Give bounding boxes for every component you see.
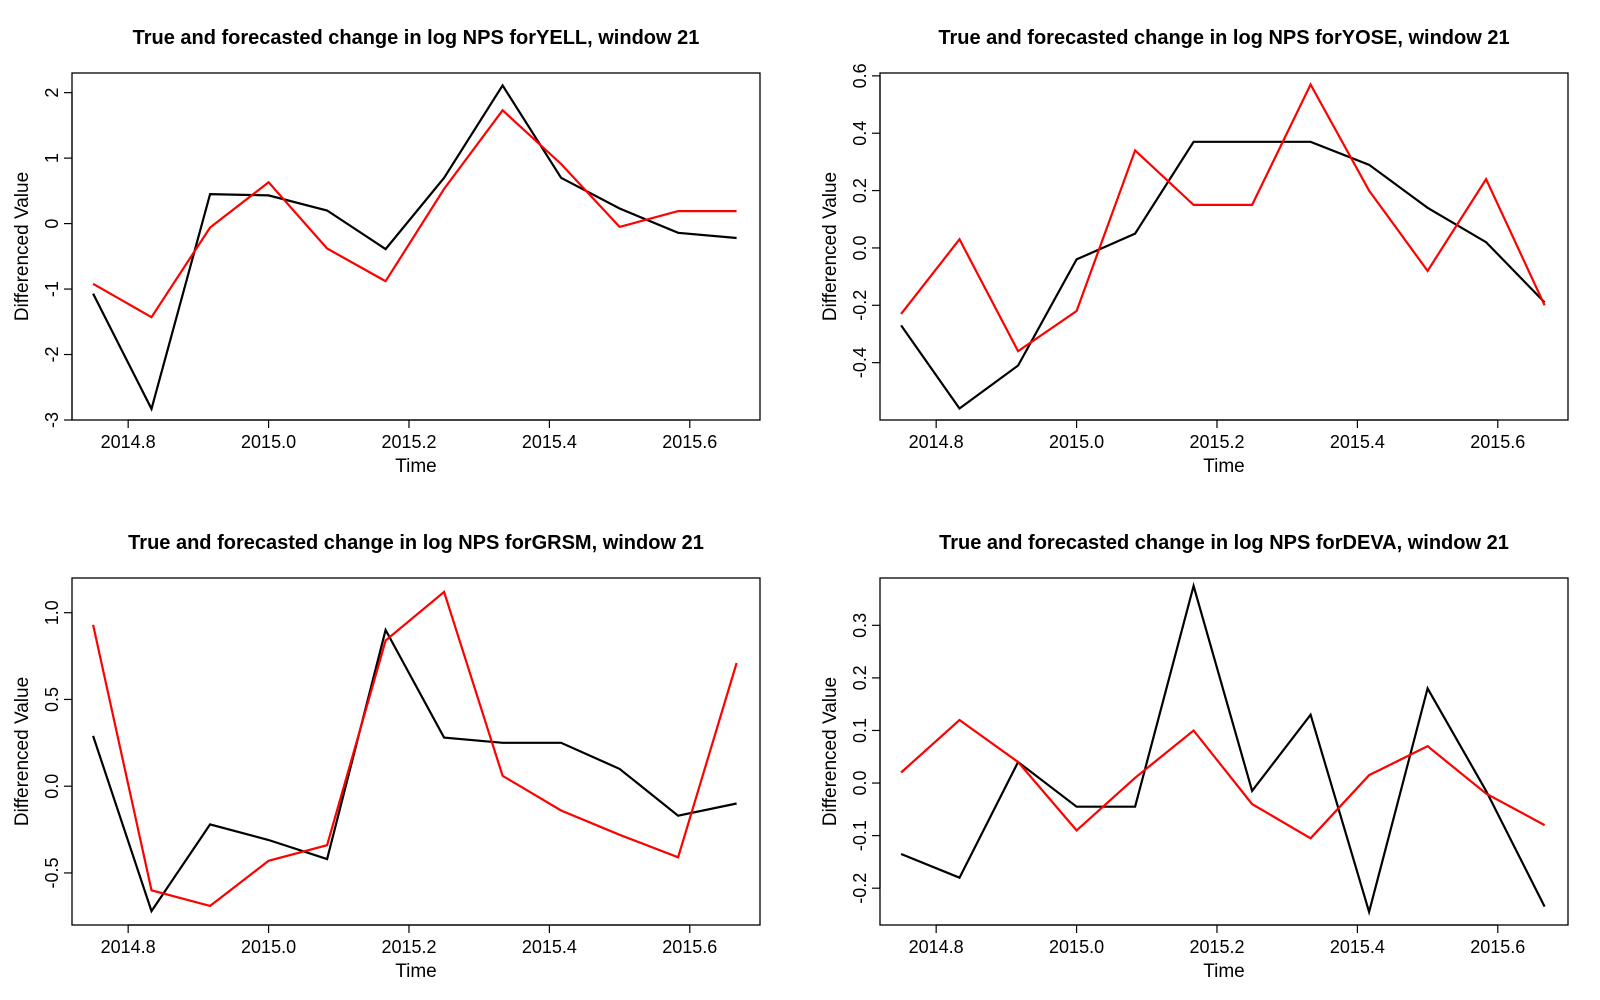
y-tick-label: 0.3 xyxy=(850,613,870,638)
chart-title: True and forecasted change in log NPS fo… xyxy=(939,532,1509,554)
x-tick-label: 2015.0 xyxy=(241,937,296,957)
x-tick-label: 2015.4 xyxy=(1330,432,1385,452)
y-tick-label: 0.4 xyxy=(850,121,870,146)
panel-yell: True and forecasted change in log NPS fo… xyxy=(12,27,761,477)
y-tick-label: -0.1 xyxy=(850,820,870,851)
x-tick-label: 2015.6 xyxy=(662,937,717,957)
x-axis-label: Time xyxy=(395,456,437,477)
x-tick-label: 2015.6 xyxy=(662,432,717,452)
y-axis-label: Differenced Value xyxy=(820,172,841,321)
y-axis: -0.4 -0.2 0.0 0.2 0.4 0.6 Differenced Value xyxy=(820,63,881,378)
x-tick-label: 2014.8 xyxy=(101,432,156,452)
y-axis: -3 -2 -1 0 1 2 Differenced Value xyxy=(12,88,73,428)
x-tick-label: 2015.2 xyxy=(381,432,436,452)
series-line-true xyxy=(900,581,1546,916)
y-tick-label: 0.0 xyxy=(850,235,870,260)
series-line-true xyxy=(92,627,737,914)
y-tick-label: 2 xyxy=(42,88,62,98)
chart-title: True and forecasted change in log NPS fo… xyxy=(938,27,1509,49)
x-axis: 2014.8 2015.0 2015.2 2015.4 2015.6 Time xyxy=(101,419,717,477)
x-tick-label: 2015.4 xyxy=(1330,937,1385,957)
y-axis: -0.5 0.0 0.5 1.0 Differenced Value xyxy=(12,600,73,888)
y-tick-label: 0.0 xyxy=(850,771,870,796)
y-axis-label: Differenced Value xyxy=(820,677,841,826)
x-axis-label: Time xyxy=(1203,961,1245,982)
x-axis-label: Time xyxy=(1203,456,1245,477)
panel-yose: True and forecasted change in log NPS fo… xyxy=(820,27,1569,477)
y-tick-label: -1 xyxy=(42,281,62,297)
chart-title: True and forecasted change in log NPS fo… xyxy=(133,27,700,49)
y-tick-label: 0.2 xyxy=(850,665,870,690)
series-line-forecast xyxy=(900,82,1546,353)
x-tick-label: 2015.2 xyxy=(1189,432,1244,452)
y-tick-label: 0.2 xyxy=(850,178,870,203)
y-tick-label: -2 xyxy=(42,347,62,363)
x-tick-label: 2015.0 xyxy=(241,432,296,452)
x-axis: 2014.8 2015.0 2015.2 2015.4 2015.6 Time xyxy=(909,419,1525,477)
x-axis: 2014.8 2015.0 2015.2 2015.4 2015.6 Time xyxy=(101,924,717,982)
x-tick-label: 2015.0 xyxy=(1049,432,1104,452)
series-line-true xyxy=(92,83,737,412)
series-line-forecast xyxy=(900,718,1546,840)
panel-grsm: True and forecasted change in log NPS fo… xyxy=(12,532,761,982)
x-tick-label: 2015.6 xyxy=(1470,432,1525,452)
series-line-forecast xyxy=(92,108,737,319)
y-tick-label: -0.2 xyxy=(850,873,870,904)
x-axis-label: Time xyxy=(395,961,437,982)
chart-title: True and forecasted change in log NPS fo… xyxy=(128,532,704,554)
y-tick-label: 1.0 xyxy=(42,600,62,625)
plot-frame xyxy=(879,72,1569,421)
y-axis-label: Differenced Value xyxy=(12,677,33,826)
y-tick-label: 0.6 xyxy=(850,63,870,88)
series-line-forecast xyxy=(92,590,738,908)
x-tick-label: 2015.2 xyxy=(1189,937,1244,957)
panel-deva: True and forecasted change in log NPS fo… xyxy=(820,532,1569,982)
y-tick-label: -0.2 xyxy=(850,290,870,321)
y-axis: -0.2 -0.1 0.0 0.1 0.2 0.3 Differenced Value xyxy=(820,613,881,904)
y-tick-label: 0.1 xyxy=(850,718,870,743)
y-tick-label: -0.5 xyxy=(42,857,62,888)
x-tick-label: 2014.8 xyxy=(909,432,964,452)
x-tick-label: 2015.4 xyxy=(522,937,577,957)
y-tick-label: 0 xyxy=(42,219,62,229)
y-tick-label: -3 xyxy=(42,412,62,428)
x-tick-label: 2015.0 xyxy=(1049,937,1104,957)
y-tick-label: -0.4 xyxy=(850,347,870,378)
y-tick-label: 0.5 xyxy=(42,687,62,712)
x-tick-label: 2015.2 xyxy=(381,937,436,957)
y-tick-label: 0.0 xyxy=(42,774,62,799)
y-tick-label: 1 xyxy=(42,153,62,163)
x-axis: 2014.8 2015.0 2015.2 2015.4 2015.6 Time xyxy=(909,924,1525,982)
plot-frame xyxy=(71,72,761,421)
x-tick-label: 2014.8 xyxy=(909,937,964,957)
y-axis-label: Differenced Value xyxy=(12,172,33,321)
x-tick-label: 2014.8 xyxy=(101,937,156,957)
x-tick-label: 2015.4 xyxy=(522,432,577,452)
series-line-true xyxy=(900,140,1546,411)
x-tick-label: 2015.6 xyxy=(1470,937,1525,957)
plot-frame xyxy=(71,577,761,926)
